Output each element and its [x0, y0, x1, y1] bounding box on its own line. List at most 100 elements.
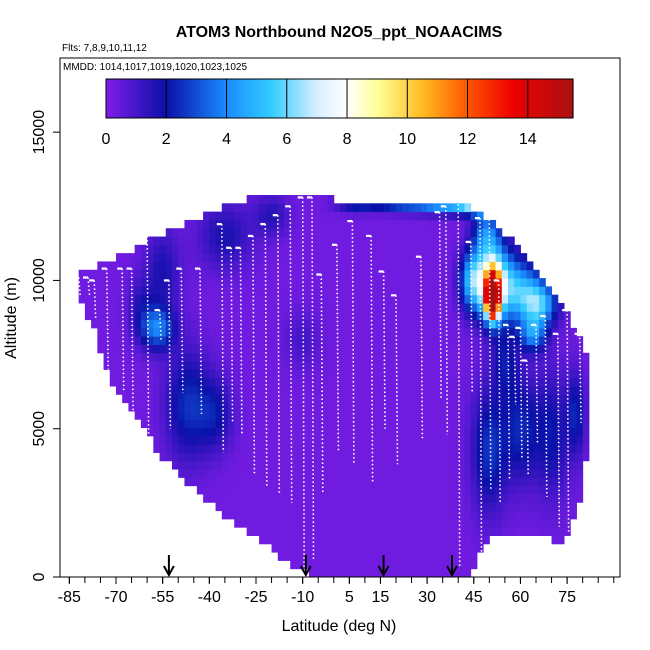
heatmap-cell	[501, 435, 509, 445]
y-axis-title: Altitude (m)	[3, 277, 20, 359]
heatmap-cell	[377, 278, 385, 287]
heatmap-cell	[445, 469, 453, 478]
heatmap-cell	[271, 319, 279, 329]
heatmap-cell	[358, 485, 366, 495]
heatmap-cell	[284, 543, 291, 553]
heatmap-cell	[389, 452, 397, 462]
x-tick-label: 45	[465, 589, 483, 606]
heatmap-cell	[184, 253, 192, 262]
heatmap-cell	[532, 402, 540, 412]
heatmap-cell	[296, 444, 304, 453]
heatmap-cell	[545, 402, 553, 412]
heatmap-cell	[408, 386, 416, 395]
heatmap-cell	[551, 485, 559, 495]
heatmap-cell	[284, 228, 291, 238]
heatmap-cell	[296, 211, 304, 221]
heatmap-cell	[109, 319, 117, 329]
heatmap-cell	[240, 394, 248, 404]
heatmap-cell	[427, 386, 434, 395]
heatmap-cell	[346, 319, 353, 329]
heatmap-cell	[383, 493, 391, 503]
heatmap-cell	[321, 402, 329, 412]
colorbar-swatch	[311, 79, 316, 118]
heatmap-cell	[545, 286, 553, 296]
heatmap-cell	[259, 319, 266, 329]
colorbar-swatch	[124, 79, 129, 118]
heatmap-cell	[545, 435, 553, 445]
heatmap-cell	[489, 386, 497, 395]
heatmap-cell	[308, 244, 316, 254]
heatmap-cell	[290, 278, 297, 287]
heatmap-cell	[452, 560, 459, 570]
heatmap-cell	[215, 236, 223, 246]
heatmap-cell	[315, 386, 322, 395]
colorbar-swatch	[448, 79, 453, 118]
heatmap-cell	[377, 460, 385, 470]
heatmap-cell	[340, 527, 347, 536]
heatmap-cell	[532, 327, 540, 337]
heatmap-cell	[184, 236, 192, 246]
heatmap-cell	[358, 469, 366, 478]
heatmap-cell	[389, 502, 397, 512]
heatmap-cell	[476, 535, 484, 545]
heatmap-cell	[240, 278, 248, 287]
heatmap-cell	[445, 518, 453, 528]
heatmap-cell	[140, 269, 148, 279]
profile-descent	[180, 268, 184, 394]
heatmap-cell	[452, 278, 459, 287]
heatmap-cell	[557, 518, 565, 528]
profile-descent	[239, 247, 243, 435]
heatmap-cell	[290, 535, 297, 545]
heatmap-cell	[178, 394, 185, 404]
heatmap-cell	[408, 211, 416, 221]
heatmap-cell	[240, 311, 248, 321]
heatmap-cell	[532, 386, 540, 395]
heatmap-cell	[178, 269, 185, 279]
heatmap-cell	[109, 352, 117, 362]
heatmap-cell	[284, 477, 291, 487]
heatmap-cell	[458, 336, 465, 345]
heatmap-cell	[271, 452, 279, 462]
heatmap-cell	[296, 302, 304, 312]
heatmap-cell	[277, 527, 285, 536]
heatmap-cell	[501, 336, 509, 345]
heatmap-cell	[396, 560, 403, 570]
heatmap-cell	[302, 427, 310, 437]
heatmap-cell	[333, 228, 341, 238]
heatmap-cell	[315, 294, 322, 304]
heatmap-cell	[221, 286, 229, 296]
heatmap-cell	[377, 327, 385, 337]
heatmap-cell	[489, 377, 497, 387]
colorbar-swatch	[544, 79, 549, 118]
heatmap-cell	[408, 477, 416, 487]
heatmap-cell	[470, 386, 478, 395]
heatmap-cell	[221, 460, 229, 470]
profile-descent	[420, 256, 424, 441]
colorbar-swatch	[255, 79, 260, 118]
heatmap-cell	[159, 286, 167, 296]
colorbar-swatch	[529, 79, 534, 118]
heatmap-cell	[377, 469, 385, 478]
heatmap-cell	[252, 203, 260, 213]
heatmap-cell	[539, 352, 546, 362]
heatmap-cell	[364, 394, 372, 404]
heatmap-cell	[508, 236, 515, 246]
heatmap-cell	[545, 369, 553, 379]
heatmap-cell	[383, 394, 391, 404]
heatmap-cell	[302, 219, 310, 229]
heatmap-cell	[296, 427, 304, 437]
heatmap-cell	[514, 386, 521, 395]
heatmap-cell	[352, 394, 360, 404]
heatmap-cell	[252, 394, 260, 404]
heatmap-cell	[570, 427, 577, 437]
heatmap-cell	[452, 327, 459, 337]
heatmap-cell	[327, 543, 335, 553]
heatmap-cell	[445, 477, 453, 487]
heatmap-cell	[246, 469, 254, 478]
heatmap-cell	[520, 319, 528, 329]
heatmap-cell	[209, 402, 217, 412]
heatmap-cell	[364, 278, 372, 287]
heatmap-cell	[265, 502, 273, 512]
colorbar-swatch	[476, 79, 481, 118]
heatmap-cell	[358, 336, 366, 345]
